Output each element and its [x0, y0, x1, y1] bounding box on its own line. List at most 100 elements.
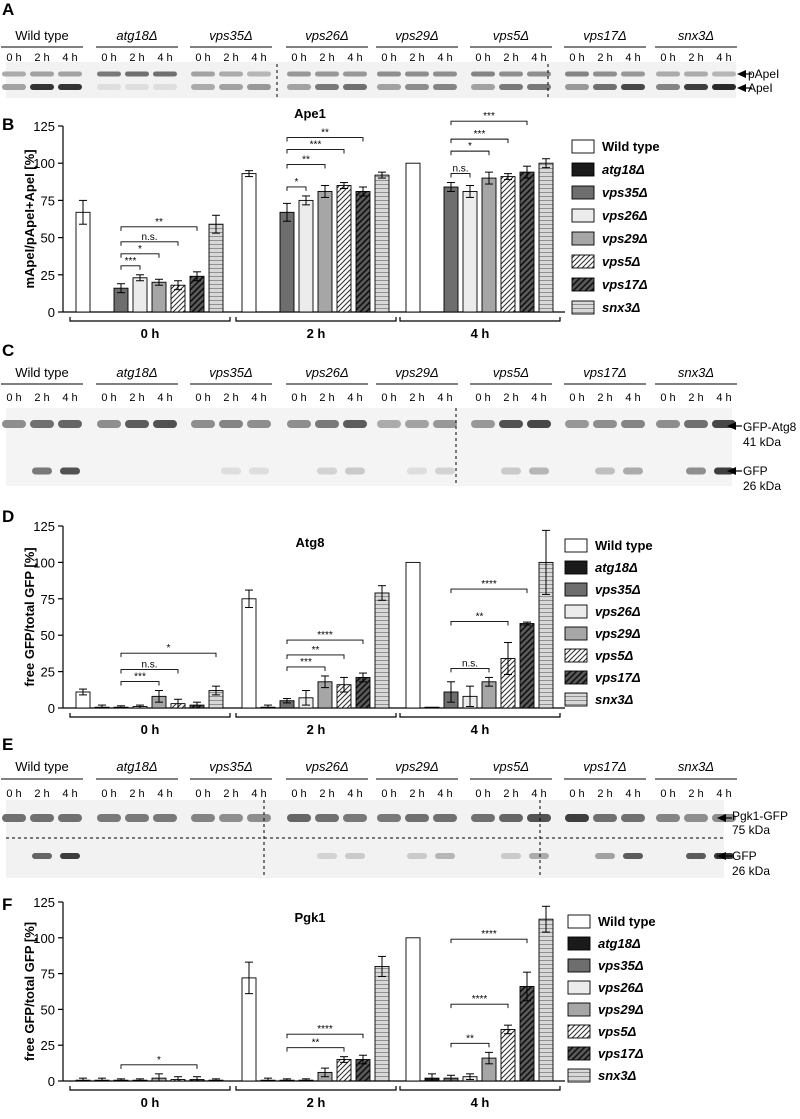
significance-label: ****	[481, 579, 497, 590]
blot-band	[471, 84, 495, 90]
significance-label: ***	[300, 657, 312, 668]
y-tick-label: 25	[41, 1038, 55, 1053]
strain-label: atg18Δ	[116, 365, 157, 380]
legend-label: vps5Δ	[595, 648, 634, 663]
significance-label: **	[321, 128, 329, 139]
blot-band	[623, 853, 643, 859]
lane-timepoint: 4 h	[157, 392, 172, 404]
bar	[241, 173, 257, 313]
lane-timepoint: 4 h	[531, 392, 546, 404]
lane-timepoint: 2 h	[409, 52, 424, 64]
strain-label: vps29Δ	[395, 365, 438, 380]
blot-band	[527, 420, 551, 428]
bar	[519, 171, 535, 313]
significance-label: n.s.	[462, 658, 478, 669]
lane-timepoint: 0 h	[101, 788, 116, 800]
legend-swatch	[571, 185, 595, 200]
significance-bracket	[450, 173, 471, 178]
legend-label: vps17Δ	[595, 670, 641, 685]
bar	[336, 185, 352, 313]
legend-swatch	[567, 1002, 591, 1017]
blot-band	[97, 420, 121, 428]
significance-label: ***	[310, 140, 322, 151]
significance-bracket	[286, 164, 326, 169]
strain-label: vps5Δ	[493, 365, 529, 380]
blot-band	[247, 814, 271, 822]
band-label-gfp-c: GFP	[743, 464, 768, 478]
significance-bracket	[120, 226, 198, 231]
legend-label: vps29Δ	[595, 626, 641, 641]
group-bracket	[399, 317, 561, 322]
lane-timepoint: 2 h	[597, 788, 612, 800]
bar	[538, 918, 554, 1082]
blot-band	[30, 84, 54, 90]
lane-timepoint: 2 h	[34, 52, 49, 64]
blot-band	[471, 71, 495, 77]
blot-band	[435, 467, 455, 475]
blot-band	[343, 420, 367, 428]
significance-label: n.s.	[452, 164, 468, 175]
significance-bracket	[120, 1064, 198, 1069]
x-category-label: 2 h	[307, 326, 326, 341]
blot-band	[621, 84, 645, 90]
panel-letter-c: C	[2, 341, 14, 360]
y-axis-label: free GFP/total GFP [%]	[22, 922, 37, 1061]
blot-band	[714, 467, 734, 475]
bar	[424, 706, 440, 709]
x-category-label: 4 h	[471, 722, 490, 737]
lane-timepoint: 2 h	[688, 788, 703, 800]
blot-band	[58, 71, 82, 77]
strain-label: vps26Δ	[305, 759, 348, 774]
lane-timepoint: 0 h	[291, 788, 306, 800]
blot-band	[593, 420, 617, 428]
significance-label: *	[295, 177, 299, 188]
blot-band	[712, 84, 736, 90]
significance-label: *	[468, 141, 472, 152]
significance-bracket	[450, 120, 528, 126]
blot-band	[30, 814, 54, 822]
lane-timepoint: 0 h	[381, 392, 396, 404]
significance-label: *	[138, 244, 142, 255]
y-tick-label: 100	[33, 555, 55, 570]
significance-bracket	[286, 149, 345, 154]
blot-band	[656, 814, 680, 822]
legend-swatch	[564, 626, 588, 641]
blot-band	[499, 71, 523, 77]
band-size-41kda: 41 kDa	[743, 435, 781, 449]
blot-band	[565, 84, 589, 90]
significance-bracket	[120, 681, 160, 686]
blot-band	[593, 71, 617, 77]
blot-band	[621, 420, 645, 428]
blot-band	[153, 71, 177, 77]
x-category-label: 4 h	[471, 1095, 490, 1110]
significance-bracket	[450, 588, 528, 594]
legend-label: vps29Δ	[598, 1002, 644, 1017]
lane-timepoint: 0 h	[569, 392, 584, 404]
legend-label: vps5Δ	[602, 254, 641, 269]
significance-bracket	[120, 669, 179, 674]
blot-band	[315, 420, 339, 428]
significance-bracket	[286, 639, 364, 645]
bar	[151, 281, 167, 313]
group-bracket	[399, 1086, 561, 1091]
lane-timepoint: 2 h	[34, 788, 49, 800]
blot-band	[247, 71, 271, 77]
significance-bracket	[286, 1047, 345, 1052]
blot-band	[501, 467, 521, 475]
blot-band	[219, 814, 243, 822]
blot-band	[249, 467, 269, 475]
significance-label: ***	[134, 672, 146, 683]
blot-band	[527, 84, 551, 90]
lane-timepoint: 4 h	[62, 392, 77, 404]
blot-band	[656, 84, 680, 90]
blot-band	[191, 84, 215, 90]
legend-swatch	[564, 604, 588, 619]
x-category-label: 0 h	[141, 722, 160, 737]
lane-timepoint: 0 h	[660, 392, 675, 404]
significance-label: **	[312, 645, 320, 656]
blot-band	[315, 814, 339, 822]
significance-bracket	[286, 654, 345, 659]
blot-band	[407, 467, 427, 475]
legend-swatch	[564, 670, 588, 685]
